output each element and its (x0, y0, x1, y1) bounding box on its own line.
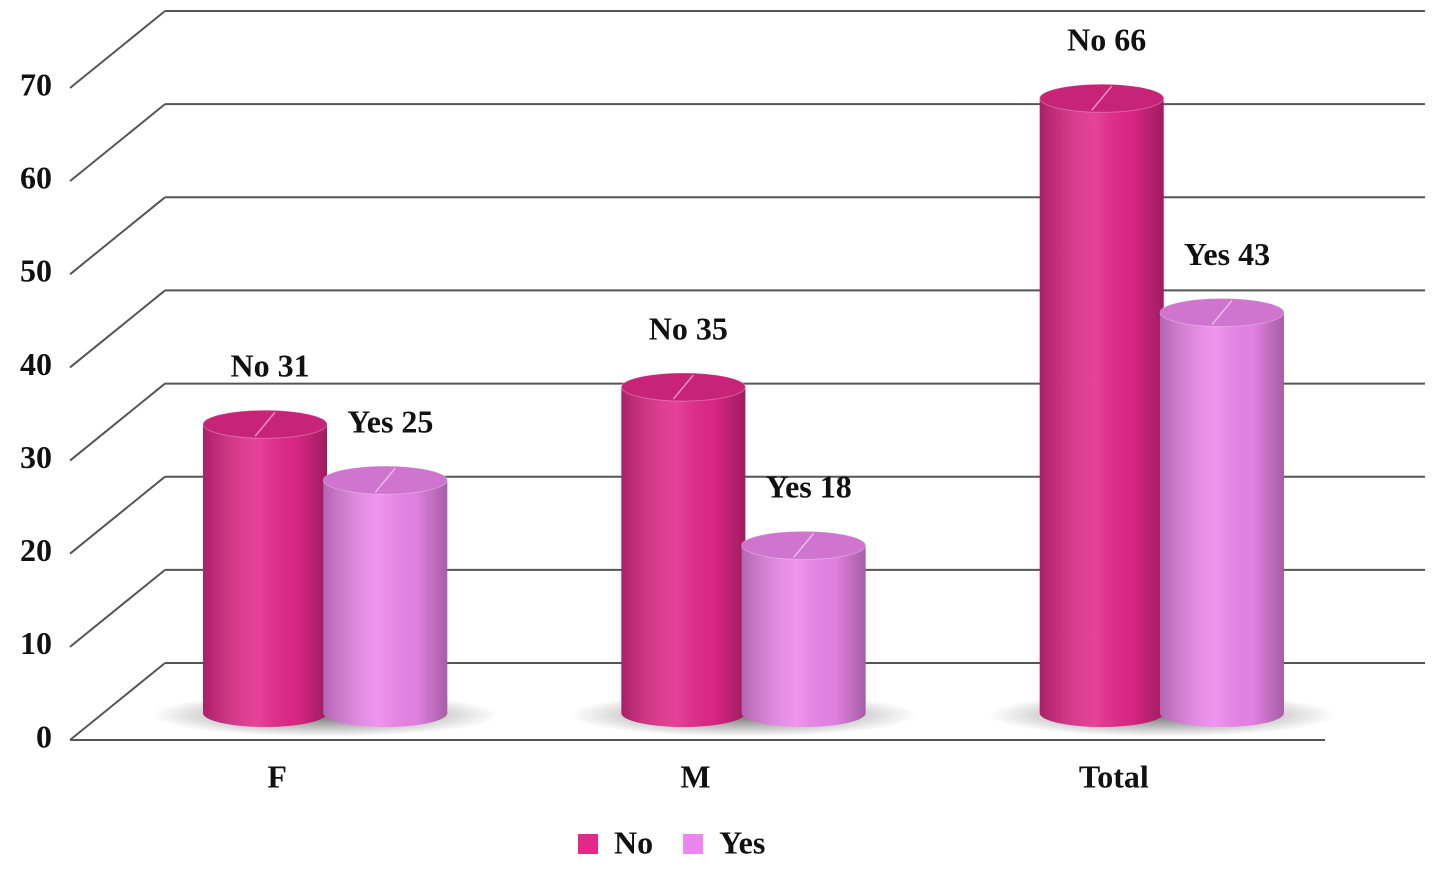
legend-swatch (578, 834, 598, 854)
data-label: No 35 (649, 310, 728, 346)
x-tick-label: M (680, 758, 710, 794)
legend-label: No (614, 824, 653, 860)
bar-top-line (254, 411, 276, 437)
bar-top-line (793, 532, 815, 558)
grid-line (69, 289, 166, 369)
grid-line (69, 475, 166, 555)
bar-top-line (1211, 300, 1233, 325)
grid-line (69, 569, 166, 648)
y-tick-label: 70 (20, 66, 52, 102)
y-tick-label: 10 (20, 625, 52, 661)
bar-top-line (374, 467, 396, 493)
y-tick-label: 40 (20, 346, 52, 382)
y-tick-label: 50 (20, 253, 52, 289)
legend-label: Yes (719, 824, 765, 860)
bar-top-line (672, 374, 694, 400)
data-label: No 31 (230, 348, 309, 384)
data-label: No 66 (1067, 22, 1146, 58)
bar-shade (203, 424, 328, 727)
data-label: Yes 43 (1184, 236, 1270, 272)
legend-swatch (683, 834, 704, 854)
bar-shade (741, 545, 866, 727)
grid-line (69, 10, 166, 89)
data-label: Yes 25 (347, 403, 433, 439)
data-label: Yes 18 (766, 469, 852, 505)
bar-shade (1159, 312, 1284, 727)
y-tick-label: 60 (20, 159, 52, 195)
y-tick-label: 30 (20, 439, 52, 475)
grid-line (69, 103, 166, 182)
y-tick-label: 20 (20, 532, 52, 568)
x-tick-label: F (267, 758, 287, 794)
y-tick-label: 0 (36, 718, 52, 754)
bar-shade (621, 387, 746, 727)
grid-line (69, 196, 166, 276)
x-tick-label: Total (1079, 758, 1149, 794)
grid-line (69, 662, 166, 741)
bar-shade (323, 480, 448, 727)
bar-shade (1039, 98, 1164, 727)
bar-top-line (1091, 85, 1113, 111)
grid-line (69, 382, 166, 462)
